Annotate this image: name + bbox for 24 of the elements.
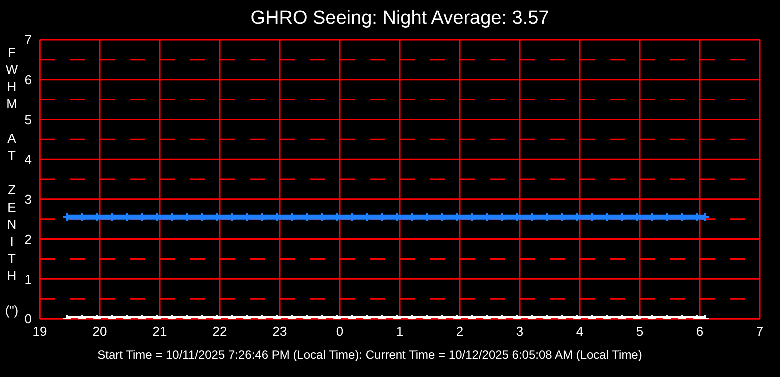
y-tick-label: 1 <box>24 272 32 287</box>
y-tick-label: 4 <box>24 152 32 168</box>
y-tick-label: 3 <box>24 192 32 208</box>
x-tick-label: 5 <box>636 324 644 340</box>
x-tick-label: 21 <box>152 324 168 340</box>
x-tick-label: 23 <box>272 324 288 340</box>
x-tick-label: 1 <box>396 324 404 340</box>
y-tick-label: 0 <box>24 312 32 327</box>
x-tick-label: 0 <box>336 324 344 340</box>
text: Start Time = 10/11/2025 7:26:46 PM (Local Time): Current Time = 10/12/2025 6:05:08 AM (Local Time) <box>98 348 642 362</box>
x-tick-label: 7 <box>756 324 764 340</box>
y-tick-label: 2 <box>24 232 32 247</box>
x-tick-label: 2 <box>456 324 464 340</box>
x-tick-label: 19 <box>32 324 48 340</box>
y-tick-label: 7 <box>24 32 32 48</box>
x-tick-label: 20 <box>92 324 108 340</box>
x-tick-label: 3 <box>516 324 524 340</box>
x-tick-label: 4 <box>576 324 584 340</box>
chart-title: GHRO Seeing: Night Average: 3.57 <box>250 8 550 29</box>
text: FWHM AT ZENITH (") <box>5 45 19 318</box>
x-tick-label: 6 <box>696 324 704 340</box>
x-tick-label: 22 <box>212 324 228 340</box>
y-tick-label: 5 <box>24 112 32 128</box>
y-tick-label: 6 <box>24 72 32 88</box>
